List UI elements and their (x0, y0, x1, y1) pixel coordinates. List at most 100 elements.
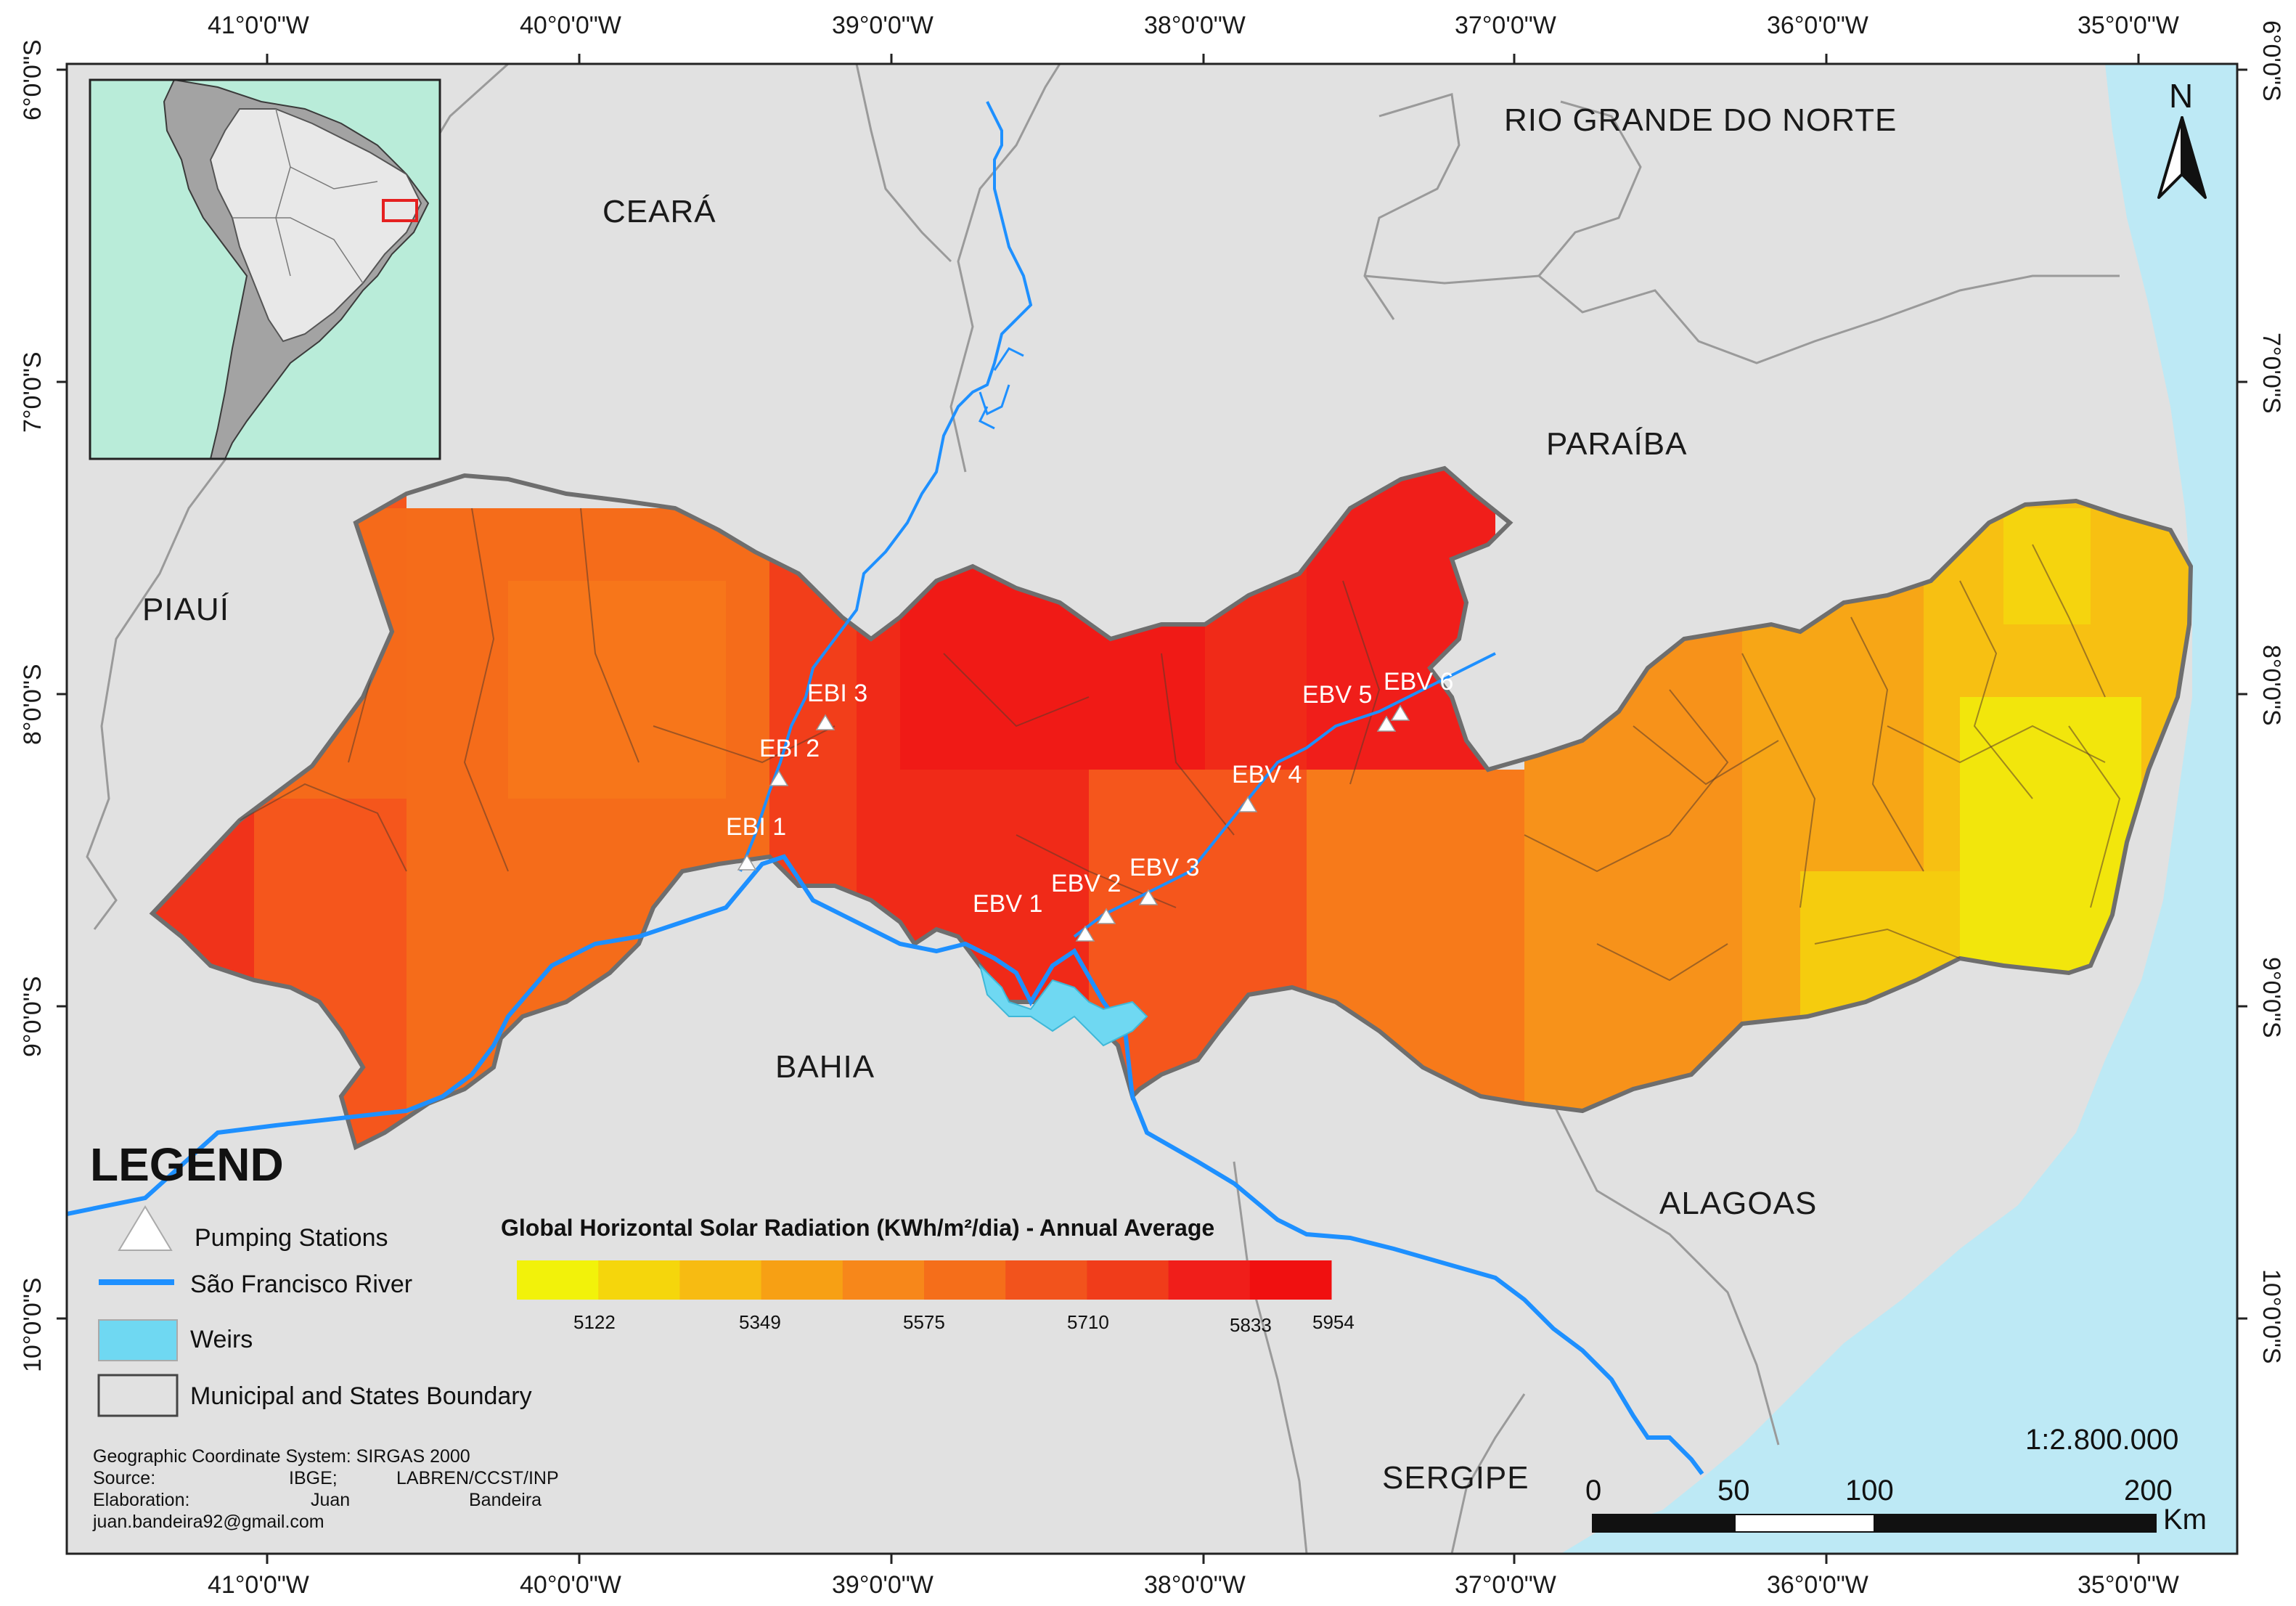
graticule (57, 54, 2247, 1564)
credits-source-ibge: IBGE; (289, 1468, 338, 1488)
state-label-bahia: BAHIA (775, 1049, 875, 1085)
station-ebi-2-label: EBI 2 (759, 735, 820, 762)
color-ramp-swatch (517, 1260, 599, 1300)
station-ebv-4-marker (1238, 796, 1258, 812)
legend-title: LEGEND (90, 1138, 284, 1191)
scale-tick-200: 200 (2124, 1475, 2173, 1507)
atlantic-ocean (1561, 64, 2237, 1554)
transposition-canal-north (739, 101, 1033, 872)
legend-station-icon (118, 1205, 173, 1251)
map-frame (65, 62, 2239, 1555)
color-ramp-swatch (842, 1260, 925, 1300)
credits-elaboration-first: Juan (311, 1490, 350, 1510)
left-label-4: 9°0'0"S (19, 976, 46, 1057)
credits-elaboration-last: Bandeira (469, 1490, 542, 1510)
bottom-label-1: 41°0'0"W (208, 1571, 309, 1599)
ramp-tick-1: 5122 (573, 1311, 616, 1333)
legend-weirs-icon (98, 1319, 178, 1361)
station-ebi-1-label: EBI 1 (726, 813, 786, 841)
left-label-1: 6°0'0"S (19, 39, 46, 121)
legend: LEGEND Pumping Stations São Francisco Ri… (90, 1138, 532, 1417)
bottom-label-5: 37°0'0"W (1455, 1571, 1556, 1599)
color-ramp-swatch (1087, 1260, 1169, 1300)
north-arrow: N (2157, 77, 2207, 199)
scale-unit: Km (2163, 1504, 2207, 1536)
right-label-5: 10°0'0"S (2258, 1269, 2285, 1364)
bottom-label-4: 38°0'0"W (1144, 1571, 1246, 1599)
transposition-canal-east (1073, 652, 1496, 938)
weirs-area (979, 963, 1148, 1047)
scale-ratio: 1:2.800.000 (2025, 1424, 2178, 1456)
inset-map (89, 78, 441, 460)
station-ebi-3-marker (815, 714, 836, 730)
color-ramp: Global Horizontal Solar Radiation (KWh/m… (501, 1215, 1355, 1336)
state-label-alagoas: ALAGOAS (1659, 1186, 1817, 1221)
inset-brazil (209, 108, 422, 343)
station-ebv-3-label: EBV 3 (1129, 854, 1199, 881)
transposition-canal-north-reservoirs (978, 347, 1024, 430)
station-ebv-6-marker (1390, 704, 1410, 721)
state-boundaries (86, 64, 2120, 1554)
station-ebv-1-marker (1075, 925, 1095, 942)
north-arrow-label: N (2169, 77, 2193, 115)
sao-francisco-river (67, 854, 1704, 1475)
ramp-tick-5: 5833 (1230, 1314, 1272, 1336)
color-ramp-swatch (924, 1260, 1006, 1300)
right-label-2: 7°0'0"S (2258, 333, 2285, 414)
bottom-label-2: 40°0'0"W (520, 1571, 621, 1599)
top-label-6: 36°0'0"W (1767, 12, 1868, 39)
ramp-tick-3: 5575 (903, 1311, 945, 1333)
left-label-2: 7°0'0"S (19, 351, 46, 433)
legend-item-pumping-stations: Pumping Stations (195, 1224, 388, 1252)
station-ebv-1-label: EBV 1 (973, 890, 1042, 918)
legend-item-boundary: Municipal and States Boundary (190, 1382, 532, 1410)
station-ebv-6-label: EBV 6 (1384, 668, 1453, 696)
ramp-tick-2: 5349 (739, 1311, 781, 1333)
state-label-ceara: CEARÁ (602, 194, 716, 229)
inset-location-highlight (382, 199, 418, 222)
ramp-tick-4: 5710 (1067, 1311, 1109, 1333)
station-ebv-2-label: EBV 2 (1051, 870, 1121, 897)
ramp-tick-6: 5954 (1312, 1311, 1355, 1333)
bottom-label-3: 39°0'0"W (832, 1571, 933, 1599)
top-label-3: 39°0'0"W (832, 12, 933, 39)
pumping-stations (737, 704, 1410, 942)
state-label-rio-grande-do-norte: RIO GRANDE DO NORTE (1504, 102, 1897, 138)
color-ramp-swatch (761, 1260, 843, 1300)
top-label-4: 38°0'0"W (1144, 12, 1246, 39)
top-label-1: 41°0'0"W (208, 12, 309, 39)
north-arrow-icon-dark (2181, 116, 2207, 199)
color-ramp-title: Global Horizontal Solar Radiation (KWh/m… (501, 1215, 1214, 1241)
color-ramp-swatches (517, 1260, 1332, 1300)
right-label-1: 6°0'0"S (2258, 20, 2285, 102)
right-label-4: 9°0'0"S (2258, 957, 2285, 1038)
credits-email: juan.bandeira92@gmail.com (92, 1512, 324, 1532)
scale-tick-100: 100 (1845, 1475, 1894, 1507)
station-ebi-1-marker (737, 854, 757, 871)
station-ebv-2-marker (1096, 908, 1116, 924)
scale-tick-0: 0 (1585, 1475, 1601, 1507)
right-label-3: 8°0'0"S (2258, 645, 2285, 726)
credits: Geographic Coordinate System: SIRGAS 200… (92, 1446, 559, 1532)
station-ebi-3-label: EBI 3 (807, 680, 867, 707)
station-ebv-5-label: EBV 5 (1302, 681, 1372, 709)
top-label-2: 40°0'0"W (520, 12, 621, 39)
color-ramp-swatch (1249, 1260, 1332, 1300)
legend-item-weirs: Weirs (190, 1326, 253, 1353)
station-ebv-5-marker (1376, 715, 1397, 732)
top-label-7: 35°0'0"W (2078, 12, 2179, 39)
station-ebv-4-label: EBV 4 (1232, 761, 1302, 788)
bottom-label-7: 35°0'0"W (2078, 1571, 2179, 1599)
credits-source-labren: LABREN/CCST/INP (396, 1468, 559, 1488)
state-label-sergipe: SERGIPE (1382, 1460, 1529, 1496)
legend-item-river: São Francisco River (190, 1271, 412, 1298)
station-ebi-2-marker (769, 770, 789, 786)
color-ramp-swatch (598, 1260, 680, 1300)
credits-crs: Geographic Coordinate System: SIRGAS 200… (93, 1446, 470, 1467)
scale-bar: 1:2.800.000 0 50 100 200 Km (1585, 1424, 2207, 1536)
credits-elaboration-label: Elaboration: (93, 1490, 189, 1510)
credits-source-label: Source: (93, 1468, 155, 1488)
scale-tick-50: 50 (1717, 1475, 1750, 1507)
left-label-5: 10°0'0"S (19, 1278, 46, 1372)
